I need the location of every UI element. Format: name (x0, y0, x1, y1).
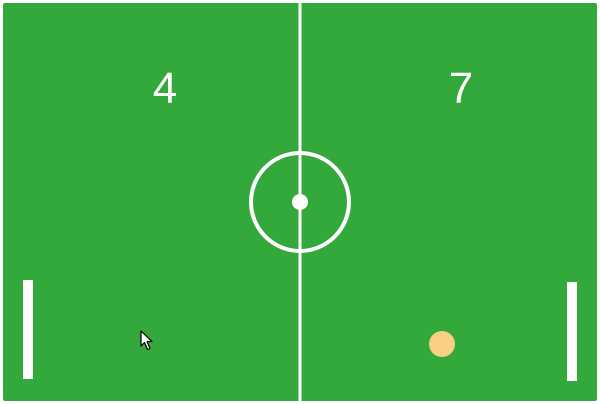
ball (429, 331, 455, 357)
right-paddle[interactable] (567, 282, 577, 381)
left-player-score: 4 (152, 64, 178, 113)
pong-game-field[interactable]: 4 7 (3, 3, 597, 401)
left-paddle[interactable] (23, 280, 33, 379)
right-player-score: 7 (448, 64, 474, 113)
soccer-pitch (3, 3, 597, 401)
mouse-pointer-icon (140, 330, 153, 351)
center-spot (292, 194, 308, 210)
center-circle (249, 151, 351, 253)
